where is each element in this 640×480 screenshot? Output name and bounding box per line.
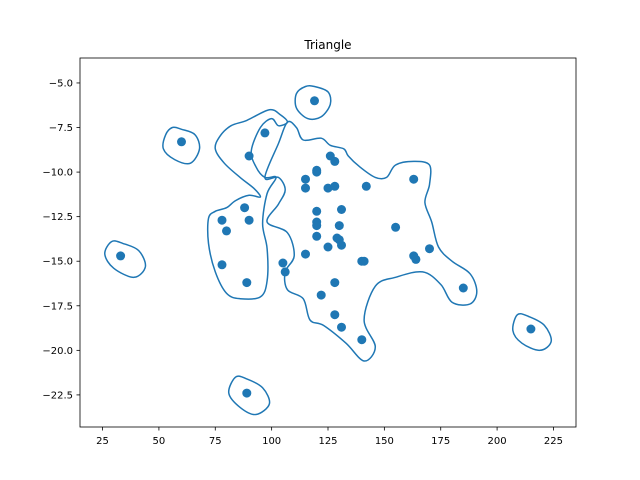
data-point-34 [411, 254, 421, 264]
x-axis: 25 50 75 100 125 150 175 200 225 [96, 427, 563, 447]
data-point-2 [177, 137, 186, 147]
y-axis: −5.0 −7.5 −10.0 −12.5 −15.0 −17.5 −20.0 −22.5 [42, 78, 80, 401]
data-point-46 [526, 324, 536, 334]
contour-line-5 [104, 240, 147, 279]
data-point-44 [330, 310, 340, 320]
data-point-41 [330, 278, 340, 288]
data-point-11 [323, 183, 333, 193]
contour-line-6 [512, 312, 553, 352]
chart-title: Triangle [303, 38, 351, 52]
data-point-45 [337, 322, 346, 332]
density-contours [104, 84, 553, 416]
y-tick-label: −10.0 [42, 168, 73, 179]
contour-line-2 [206, 108, 289, 300]
data-point-18 [222, 226, 231, 236]
data-point-36 [359, 256, 369, 266]
contour-line-7 [227, 375, 271, 416]
data-point-30 [425, 244, 434, 254]
data-point-38 [217, 260, 227, 270]
y-tick-label: −17.5 [42, 301, 73, 312]
x-tick-label: 125 [318, 436, 337, 447]
x-tick-label: 100 [262, 436, 281, 447]
y-tick-label: −15.0 [42, 257, 73, 268]
y-tick-label: −5.0 [49, 78, 73, 89]
plot-frame [79, 57, 577, 428]
data-point-24 [391, 222, 401, 232]
y-tick-label: −12.5 [42, 212, 73, 223]
data-point-9 [301, 174, 310, 184]
y-tick-label: −20.0 [42, 346, 73, 357]
x-tick-label: 25 [96, 436, 109, 447]
data-point-25 [312, 231, 322, 241]
data-point-15 [240, 203, 250, 213]
data-point-32 [116, 251, 126, 261]
data-point-47 [357, 335, 367, 345]
data-point-43 [316, 290, 326, 300]
data-point-42 [458, 283, 468, 293]
contour-line-1 [264, 120, 478, 362]
x-tick-label: 150 [375, 436, 394, 447]
data-point-14 [409, 174, 419, 184]
data-point-16 [217, 215, 227, 225]
x-tick-label: 75 [209, 436, 222, 447]
data-point-3 [260, 128, 270, 138]
data-point-48 [242, 388, 252, 398]
data-point-1 [310, 96, 319, 106]
contour-line-4 [162, 126, 201, 165]
data-point-31 [301, 249, 310, 259]
x-tick-label: 50 [153, 436, 166, 447]
x-tick-label: 175 [431, 436, 450, 447]
data-point-10 [301, 183, 310, 193]
data-point-29 [323, 242, 333, 252]
data-point-8 [312, 167, 322, 177]
x-tick-label: 200 [488, 436, 507, 447]
data-point-22 [312, 221, 322, 231]
data-point-4 [244, 151, 254, 161]
data-point-19 [312, 206, 322, 216]
data-point-37 [278, 258, 288, 268]
data-point-39 [280, 267, 290, 277]
data-point-13 [361, 181, 371, 191]
data-point-40 [242, 278, 252, 288]
contour-line-3 [294, 84, 332, 121]
x-tick-label: 225 [544, 436, 563, 447]
data-point-17 [244, 215, 254, 225]
data-point-28 [337, 240, 346, 250]
data-point-20 [337, 205, 346, 214]
y-tick-label: −22.5 [42, 390, 73, 401]
data-point-6 [330, 156, 340, 166]
data-point-12 [330, 181, 340, 191]
y-tick-label: −7.5 [49, 123, 73, 134]
data-point-23 [334, 221, 344, 231]
scatter-points [116, 96, 536, 398]
